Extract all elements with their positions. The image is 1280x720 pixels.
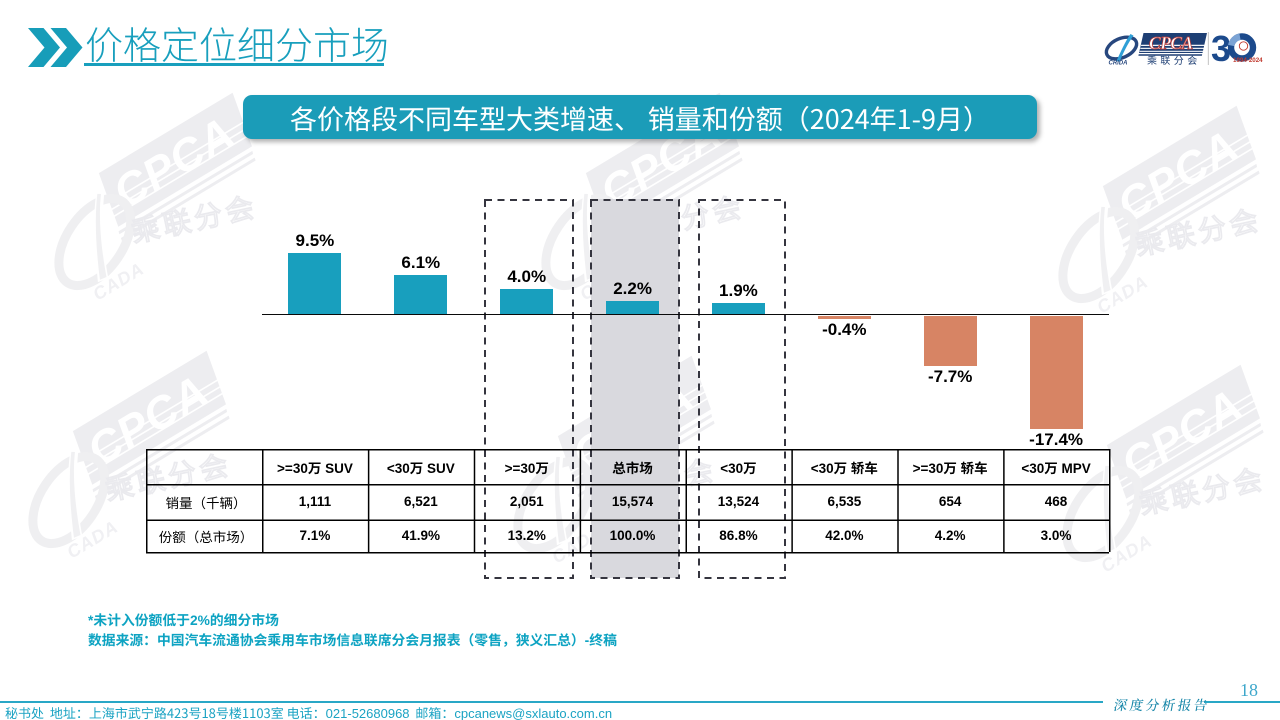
- svg-text:CRIDA: CRIDA: [1109, 61, 1128, 67]
- svg-text:1994-2024: 1994-2024: [1233, 57, 1263, 64]
- svg-text:乘联分会: 乘联分会: [1147, 52, 1201, 67]
- svg-text:3: 3: [1211, 28, 1231, 67]
- svg-text:CPCA: CPCA: [1149, 33, 1193, 53]
